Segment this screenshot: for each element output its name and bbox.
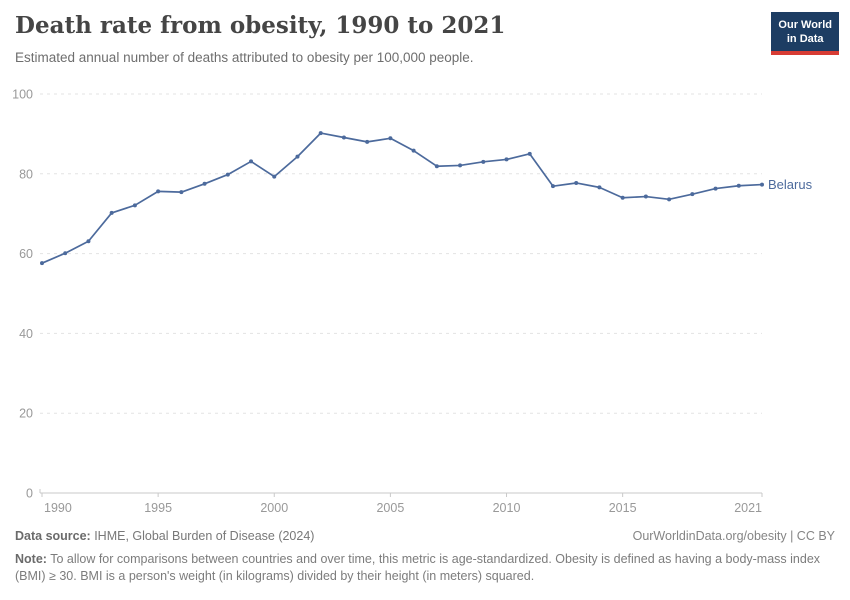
data-point[interactable] (527, 151, 532, 156)
owid-logo-line2: in Data (786, 33, 824, 46)
data-point[interactable] (202, 181, 207, 186)
x-tick-label: 2010 (493, 501, 521, 515)
data-point[interactable] (458, 163, 463, 168)
chart-subtitle: Estimated annual number of deaths attrib… (15, 50, 474, 65)
data-point[interactable] (341, 135, 346, 140)
owid-logo[interactable]: Our World in Data (771, 12, 839, 55)
y-tick-label: 0 (26, 487, 33, 501)
y-tick-label: 100 (12, 88, 33, 102)
data-point[interactable] (574, 180, 579, 185)
data-point[interactable] (40, 261, 44, 266)
data-source-text: IHME, Global Burden of Disease (2024) (90, 529, 315, 543)
attribution-link[interactable]: OurWorldinData.org/obesity | CC BY (633, 528, 835, 546)
chart-note: Note: To allow for comparisons between c… (15, 551, 835, 586)
data-point[interactable] (667, 197, 672, 202)
x-tick-label: 1995 (144, 501, 172, 515)
y-tick-label: 40 (19, 327, 33, 341)
series-label: Belarus (768, 177, 813, 192)
owid-logo-line1: Our World (778, 19, 832, 31)
data-point[interactable] (156, 189, 161, 194)
data-point[interactable] (481, 159, 486, 164)
x-tick-label: 1990 (44, 501, 72, 515)
y-tick-label: 80 (19, 167, 33, 181)
data-point[interactable] (272, 174, 277, 179)
data-point[interactable] (760, 182, 764, 187)
x-tick-label: 2005 (376, 501, 404, 515)
data-point[interactable] (713, 186, 718, 191)
data-point[interactable] (63, 251, 68, 256)
data-point[interactable] (225, 172, 230, 177)
data-point[interactable] (388, 136, 393, 141)
line-series-belarus[interactable] (41, 132, 763, 264)
data-point[interactable] (550, 184, 555, 189)
chart-footer: Data source: IHME, Global Burden of Dise… (15, 528, 835, 586)
data-point[interactable] (411, 148, 416, 153)
data-point[interactable] (295, 154, 300, 159)
data-point[interactable] (736, 183, 741, 188)
attribution-text[interactable]: OurWorldinData.org/obesity | CC BY (632, 529, 835, 543)
page-title: Death rate from obesity, 1990 to 2021 (15, 12, 506, 39)
data-point[interactable] (86, 239, 91, 244)
data-point[interactable] (318, 131, 323, 136)
data-point[interactable] (179, 190, 184, 195)
x-tick-label: 2015 (609, 501, 637, 515)
data-point[interactable] (365, 139, 370, 144)
data-point[interactable] (620, 195, 625, 200)
x-tick-label: 2021 (734, 501, 762, 515)
data-point[interactable] (597, 185, 602, 190)
y-tick-label: 20 (19, 407, 33, 421)
note-label: Note: (15, 551, 47, 566)
data-point[interactable] (132, 203, 137, 208)
data-point[interactable] (109, 210, 114, 215)
data-source-label: Data source: (15, 529, 91, 543)
data-source: Data source: IHME, Global Burden of Dise… (15, 528, 314, 546)
data-point[interactable] (434, 164, 439, 169)
data-point[interactable] (643, 194, 648, 199)
y-tick-label: 60 (19, 247, 33, 261)
chart-canvas[interactable]: 0 20 40 60 80 100 1990 1995 2000 2005 2010 2015 2021… (0, 80, 850, 540)
data-point[interactable] (504, 157, 509, 162)
note-text: To allow for comparisons between countri… (15, 551, 821, 584)
x-tick-label: 2000 (260, 501, 288, 515)
data-point[interactable] (249, 159, 254, 164)
data-point[interactable] (690, 192, 695, 197)
